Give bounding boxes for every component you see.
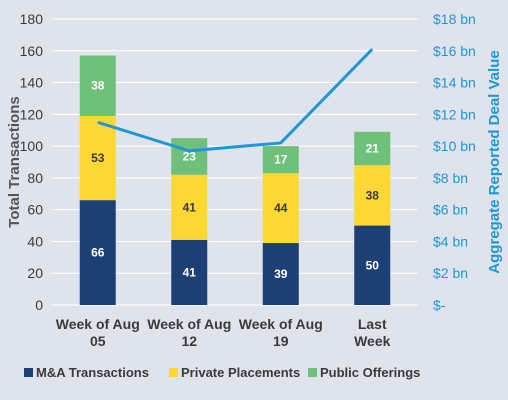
bar-segment xyxy=(79,115,116,201)
bar-data-label: 41 xyxy=(183,200,197,214)
y-tick-label: 0 xyxy=(35,297,43,313)
bar-segment xyxy=(262,146,299,174)
y2-tick-label: $6 bn xyxy=(433,202,468,218)
bar-data-label: 39 xyxy=(274,267,288,281)
legend-label: M&A Transactions xyxy=(36,365,149,380)
y2-tick-label: $18 bn xyxy=(433,11,476,27)
y-tick-label: 120 xyxy=(20,106,44,122)
legend-label: Public Offerings xyxy=(320,365,420,380)
bar-segment xyxy=(79,55,116,116)
y-tick-label: 100 xyxy=(20,138,44,154)
y2-tick-label: $10 bn xyxy=(433,138,476,154)
legend-swatch xyxy=(24,368,33,377)
bar-data-label: 66 xyxy=(91,246,105,260)
y2-tick-label: $8 bn xyxy=(433,170,468,186)
y-tick-label: 40 xyxy=(27,233,43,249)
bar-data-label: 21 xyxy=(366,141,380,155)
y-tick-label: 60 xyxy=(27,202,43,218)
legend: M&A Transactions Private Placements Public… xyxy=(24,365,420,380)
y2-tick-label: $14 bn xyxy=(433,75,476,91)
y-tick-label: 20 xyxy=(27,265,43,281)
bar-segment xyxy=(354,131,391,166)
x-tick-label: Week of Aug 19 xyxy=(239,316,323,349)
legend-swatch xyxy=(308,368,317,377)
bar-data-label: 38 xyxy=(91,79,105,93)
bar-data-label: 44 xyxy=(274,201,288,215)
deal-value-series-line xyxy=(97,48,374,153)
bars: 66 53 38 41 41 23 39 44 17 50 38 21 xyxy=(79,55,391,305)
bar-segment xyxy=(171,239,208,305)
bar-segment xyxy=(171,174,208,240)
bar-data-label: 38 xyxy=(366,188,380,202)
bar-data-label: 23 xyxy=(183,149,197,163)
y-tick-label: 160 xyxy=(20,43,44,59)
bar-segment xyxy=(79,200,116,305)
y2-tick-label: $- xyxy=(433,297,446,313)
x-tick-label: Week of Aug 12 xyxy=(147,316,231,349)
x-tick-label: Week of Aug 05 xyxy=(56,316,140,349)
y2-tick-label: $4 bn xyxy=(433,233,468,249)
y-axis-title: Total Transactions xyxy=(6,96,23,227)
bar-segment xyxy=(262,173,299,244)
bar-data-label: 17 xyxy=(274,153,288,167)
bar-segment xyxy=(171,138,208,175)
axes: 0 20 40 60 80 100 120 140 160 180 $- $2 bn $4 bn $6 b… xyxy=(6,11,503,349)
y2-tick-label: $16 bn xyxy=(433,43,476,59)
y2-axis-title: Aggregate Reported Deal Value xyxy=(486,50,503,273)
bar-data-label: 50 xyxy=(366,258,380,272)
y2-tick-label: $2 bn xyxy=(433,265,468,281)
legend-label: Private Placements xyxy=(181,365,300,380)
deal-value-line xyxy=(97,48,374,153)
y-tick-label: 180 xyxy=(20,11,44,27)
legend-swatch xyxy=(169,368,178,377)
bar-segment xyxy=(354,225,391,305)
y-tick-label: 80 xyxy=(27,170,43,186)
x-tick-label: Last Week xyxy=(354,316,391,349)
y2-tick-label: $12 bn xyxy=(433,106,476,122)
bar-segment xyxy=(262,243,299,305)
y-tick-label: 140 xyxy=(20,75,44,91)
bar-segment xyxy=(354,165,391,226)
bar-data-label: 53 xyxy=(91,151,105,165)
bar-data-label: 41 xyxy=(183,265,197,279)
